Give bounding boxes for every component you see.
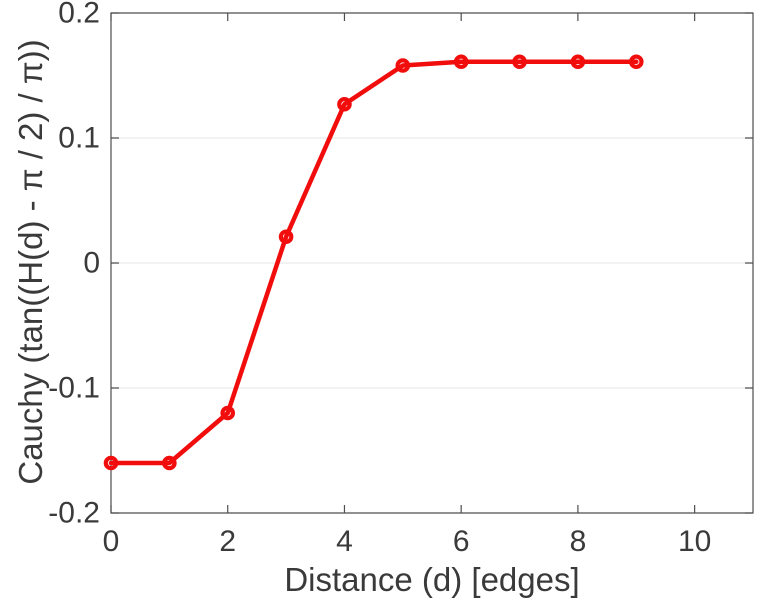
data-point-marker <box>162 455 177 471</box>
x-tick-label: 6 <box>453 525 470 558</box>
y-tick-label: 0 <box>83 247 100 280</box>
data-point-marker <box>278 229 294 245</box>
y-tick-label: -0.1 <box>48 372 100 405</box>
x-tick-label: 10 <box>678 525 711 558</box>
data-point-marker <box>337 96 352 112</box>
data-point-marker <box>103 455 119 471</box>
x-tick-label: 0 <box>103 525 120 558</box>
x-axis-label: Distance (d) [edges] <box>284 561 580 598</box>
x-tick-label: 8 <box>570 525 587 558</box>
data-point-marker <box>453 54 469 70</box>
data-point-marker <box>512 54 527 70</box>
data-point-marker <box>220 405 236 421</box>
x-tick-label: 2 <box>219 525 236 558</box>
data-point-marker <box>628 54 644 70</box>
x-tick-label: 4 <box>336 525 353 558</box>
data-point-marker <box>395 58 411 73</box>
data-line <box>108 59 639 466</box>
y-tick-label: 0.1 <box>58 122 100 155</box>
data-point-marker <box>570 54 586 70</box>
y-tick-label: 0.2 <box>58 0 100 30</box>
y-axis-label: Cauchy (tan((H(d) - π / 2) / π)) <box>12 39 50 485</box>
y-tick-label: -0.2 <box>48 497 100 530</box>
